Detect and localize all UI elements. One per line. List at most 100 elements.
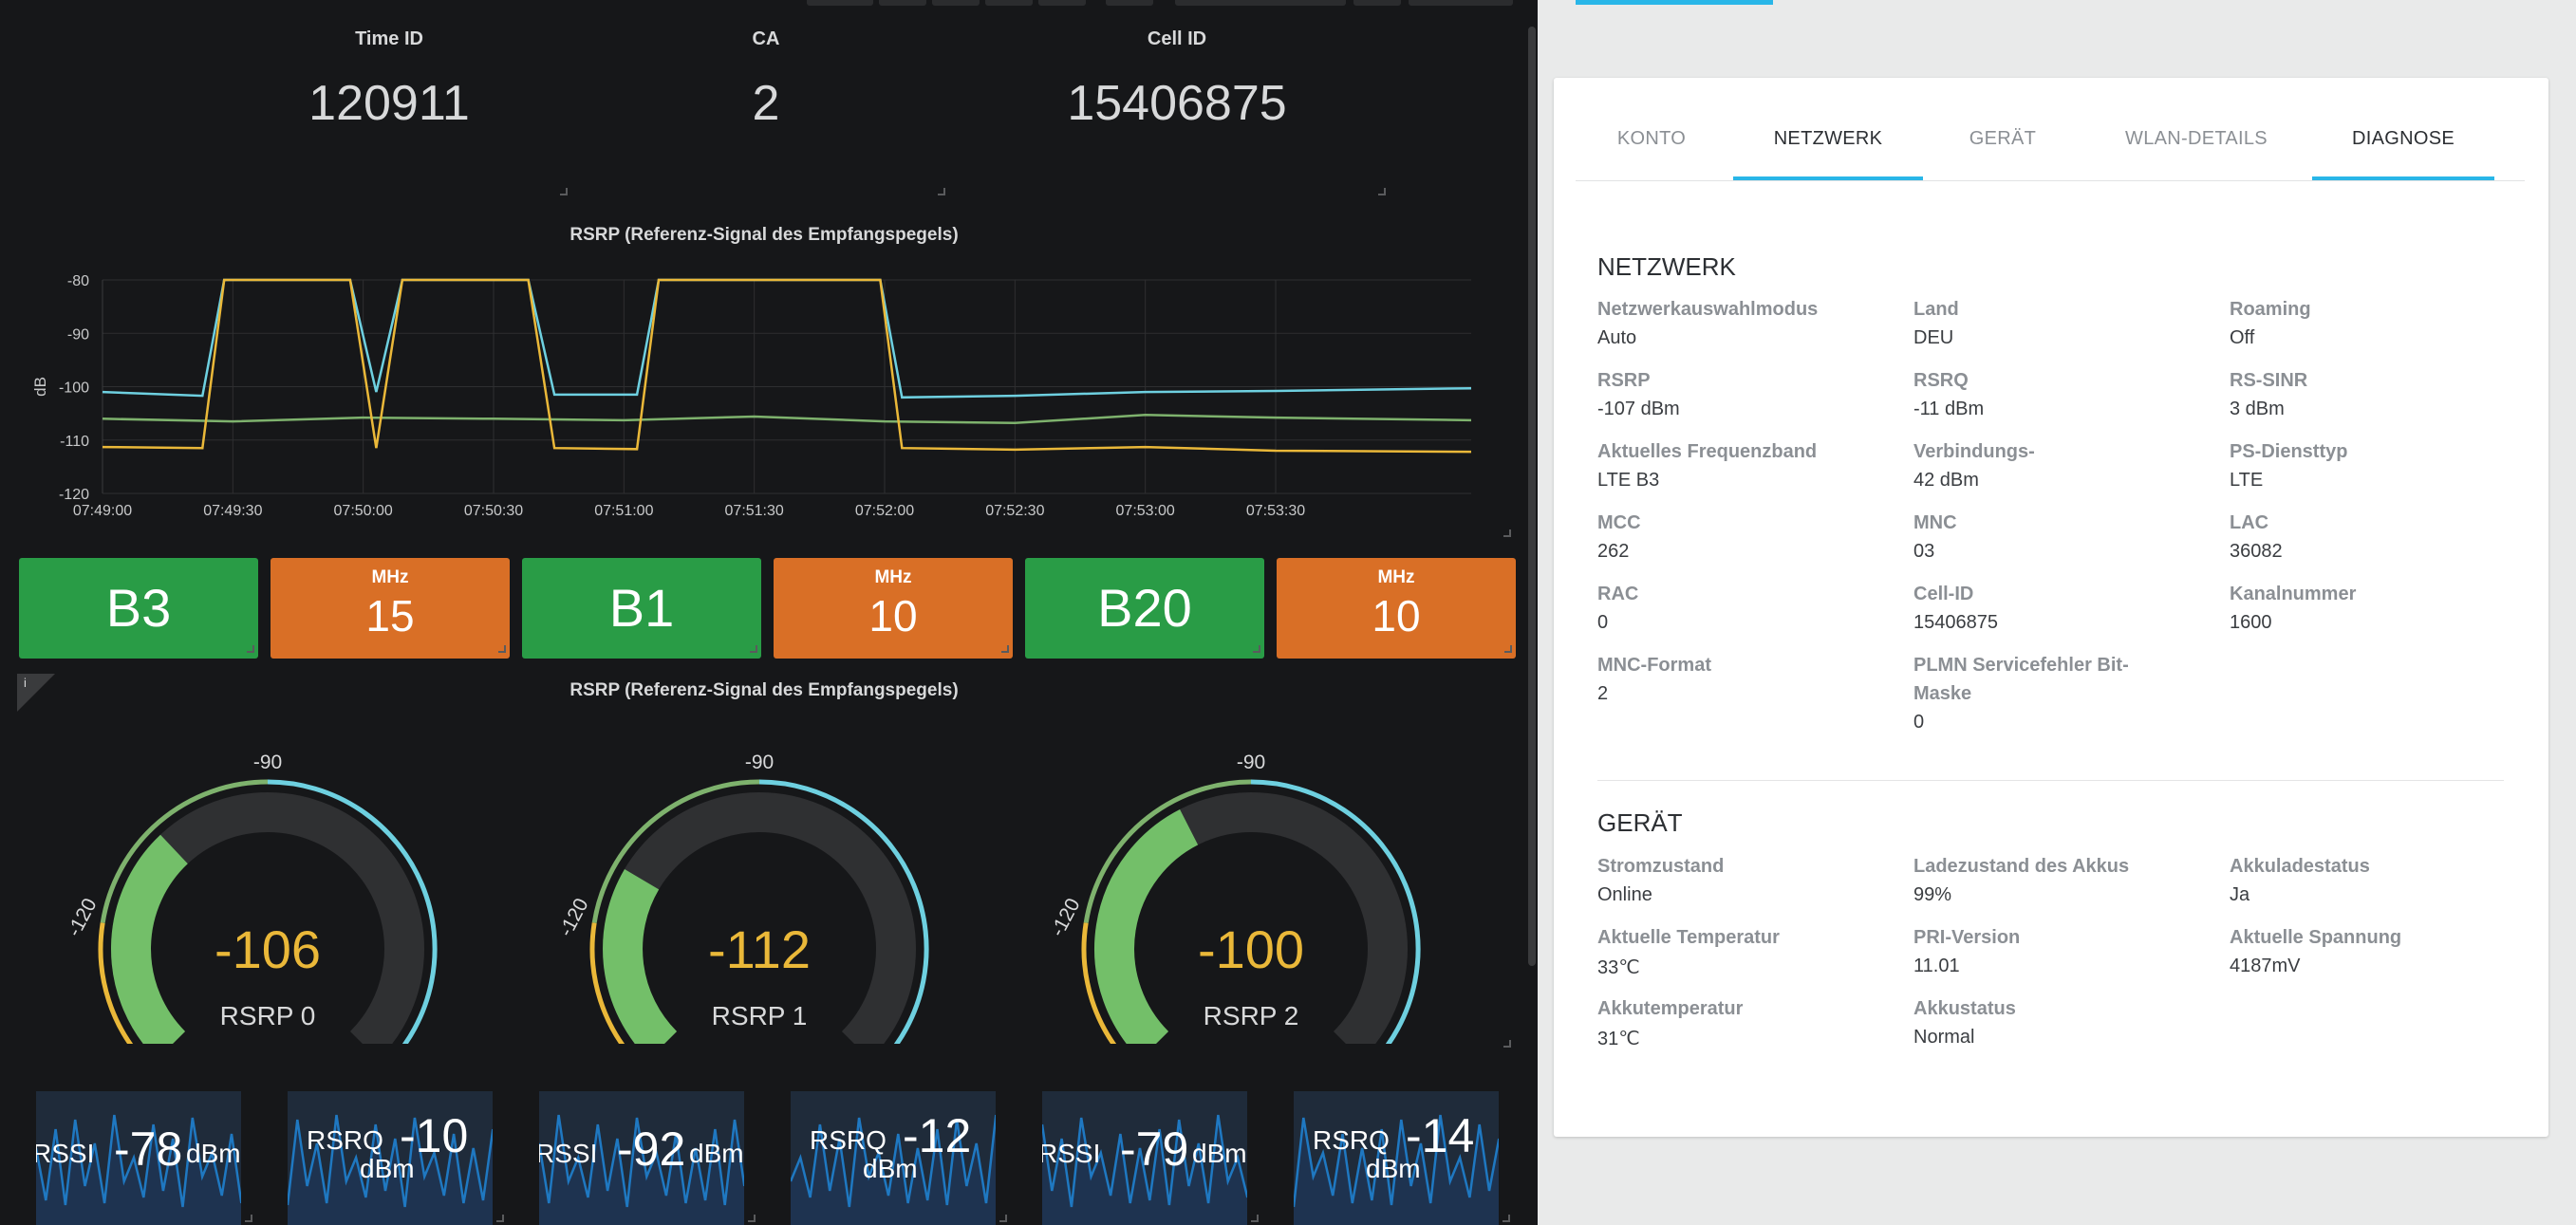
field-label: Aktuelles Frequenzband xyxy=(1597,441,1818,462)
sparkline-area xyxy=(539,1115,744,1225)
field-value: Off xyxy=(2230,327,2255,348)
field-value: LTE xyxy=(2230,470,2264,491)
spark-value: -12 xyxy=(903,1109,972,1162)
rsrq-sparkline-panel: RSRQ -14 dBm xyxy=(1294,1091,1499,1225)
tab-underline xyxy=(1733,176,1923,181)
gauge-tick-90: -90 xyxy=(745,752,774,773)
field-value: 31℃ xyxy=(1597,1029,1640,1049)
gauge-label: RSRP 0 xyxy=(220,1001,316,1030)
tab-0[interactable]: KONTO xyxy=(1616,128,1687,149)
toolbar-button[interactable] xyxy=(932,0,980,6)
spark-unit: dBm xyxy=(1366,1154,1421,1183)
band-tile: B3 xyxy=(19,558,258,659)
threshold-arc-high xyxy=(1250,779,1421,1044)
time-range-picker[interactable] xyxy=(1175,0,1346,6)
spark-unit: dBm xyxy=(1192,1139,1247,1168)
x-tick-label: 07:53:00 xyxy=(1116,503,1175,519)
threshold-arc-low xyxy=(98,922,134,1044)
sparkline-line xyxy=(539,1114,744,1208)
field-label: Netzwerkauswahlmodus xyxy=(1597,299,1819,320)
section-title-netzwerk: NETZWERK xyxy=(1597,252,1736,281)
sparkline-line xyxy=(36,1114,241,1208)
gauge-tick-120: -120 xyxy=(555,895,593,940)
refresh-button[interactable] xyxy=(1409,0,1513,6)
toolbar-button[interactable] xyxy=(807,0,873,6)
tab-4[interactable]: DIAGNOSE xyxy=(2352,128,2455,149)
stat-ca: CA 2 xyxy=(624,28,908,132)
info-icon[interactable]: i xyxy=(24,676,27,690)
gauge-tick-120: -120 xyxy=(1047,895,1085,940)
bandwidth-value: 10 xyxy=(868,591,918,640)
tab-1[interactable]: NETZWERK xyxy=(1773,128,1883,149)
threshold-arc-mid xyxy=(591,779,760,923)
info-corner[interactable] xyxy=(17,674,55,712)
field-label: Land xyxy=(1913,299,1959,320)
tab-2[interactable]: GERÄT xyxy=(1969,128,2037,149)
toolbar-button[interactable] xyxy=(1106,0,1153,6)
field-label-cont: Maske xyxy=(1913,683,1972,704)
stat-label: Cell ID xyxy=(1147,28,1207,49)
band-tile: B1 xyxy=(522,558,761,659)
field-value: -11 dBm xyxy=(1913,399,1985,419)
sparkline xyxy=(36,1114,241,1225)
band-label: B20 xyxy=(1097,578,1192,638)
field-value: 2 xyxy=(1597,683,1609,704)
sparkline-line xyxy=(791,1114,996,1208)
chart-title: RSRP (Referenz-Signal des Empfangspegels… xyxy=(569,225,959,245)
field-value: 99% xyxy=(1913,884,1952,905)
field-value: 03 xyxy=(1913,541,1935,562)
threshold-arc-high xyxy=(267,779,438,1044)
spark-value: -10 xyxy=(400,1109,469,1162)
toolbar-button[interactable] xyxy=(985,0,1033,6)
zoom-out-button[interactable] xyxy=(1353,0,1401,6)
field-label: Akkuladestatus xyxy=(2230,856,2370,877)
field-label: Stromzustand xyxy=(1597,856,1725,877)
field-value: 36082 xyxy=(2230,541,2283,562)
field-value: 15406875 xyxy=(1913,612,1998,633)
rsrq-sparkline-panel: RSRQ -12 dBm xyxy=(791,1091,996,1225)
field-label: RSRQ xyxy=(1913,370,1969,391)
sparkline xyxy=(791,1114,996,1225)
toolbar-button[interactable] xyxy=(879,0,926,6)
gauge-fill xyxy=(111,834,189,1044)
stat-value: 120911 xyxy=(308,76,470,131)
scrollbar[interactable] xyxy=(1528,27,1536,966)
gauge-fill xyxy=(1094,809,1199,1044)
spark-value: -79 xyxy=(1120,1123,1189,1176)
gauge-tick-120: -120 xyxy=(64,895,102,940)
y-tick-label: -100 xyxy=(59,380,89,397)
band-label: B1 xyxy=(608,578,675,638)
stat-time-id: Time ID 120911 xyxy=(247,28,532,132)
gauge-tick-90: -90 xyxy=(253,752,282,773)
spark-unit: dBm xyxy=(186,1139,241,1168)
threshold-arc-high xyxy=(758,779,929,1044)
gauge-value: -100 xyxy=(1198,919,1304,979)
spark-value: -14 xyxy=(1406,1109,1475,1162)
field-label: Aktuelle Temperatur xyxy=(1597,927,1780,948)
band-tile: B20 xyxy=(1025,558,1264,659)
threshold-arc-mid xyxy=(100,779,269,923)
gauge-panel-title: RSRP (Referenz-Signal des Empfangspegels… xyxy=(569,680,959,700)
field-label: Verbindungs- xyxy=(1913,441,2035,462)
threshold-arc-low xyxy=(1081,922,1117,1044)
sparkline-area xyxy=(1042,1115,1247,1225)
gauge-label: RSRP 1 xyxy=(712,1001,808,1030)
spark-value: -78 xyxy=(114,1123,183,1176)
x-tick-label: 07:51:00 xyxy=(594,503,653,519)
sparkline xyxy=(1042,1114,1247,1225)
spark-label: RSRQ xyxy=(307,1125,383,1155)
dashboard: Time ID 120911 CA 2 Cell ID 15406875 RSR… xyxy=(17,0,1536,1225)
y-axis-label: dB xyxy=(31,377,49,397)
bandwidth-value: 15 xyxy=(365,591,415,640)
threshold-arc-mid xyxy=(1083,779,1252,923)
field-value: 0 xyxy=(1597,612,1609,633)
toolbar-button[interactable] xyxy=(1038,0,1086,6)
field-label: MNC-Format xyxy=(1597,655,1711,676)
field-value: DEU xyxy=(1913,327,1954,348)
series-line-2 xyxy=(102,278,1472,454)
field-label: PS-Diensttyp xyxy=(2230,441,2348,462)
sparkline-line xyxy=(1294,1114,1499,1208)
tab-3[interactable]: WLAN-DETAILS xyxy=(2125,128,2268,149)
